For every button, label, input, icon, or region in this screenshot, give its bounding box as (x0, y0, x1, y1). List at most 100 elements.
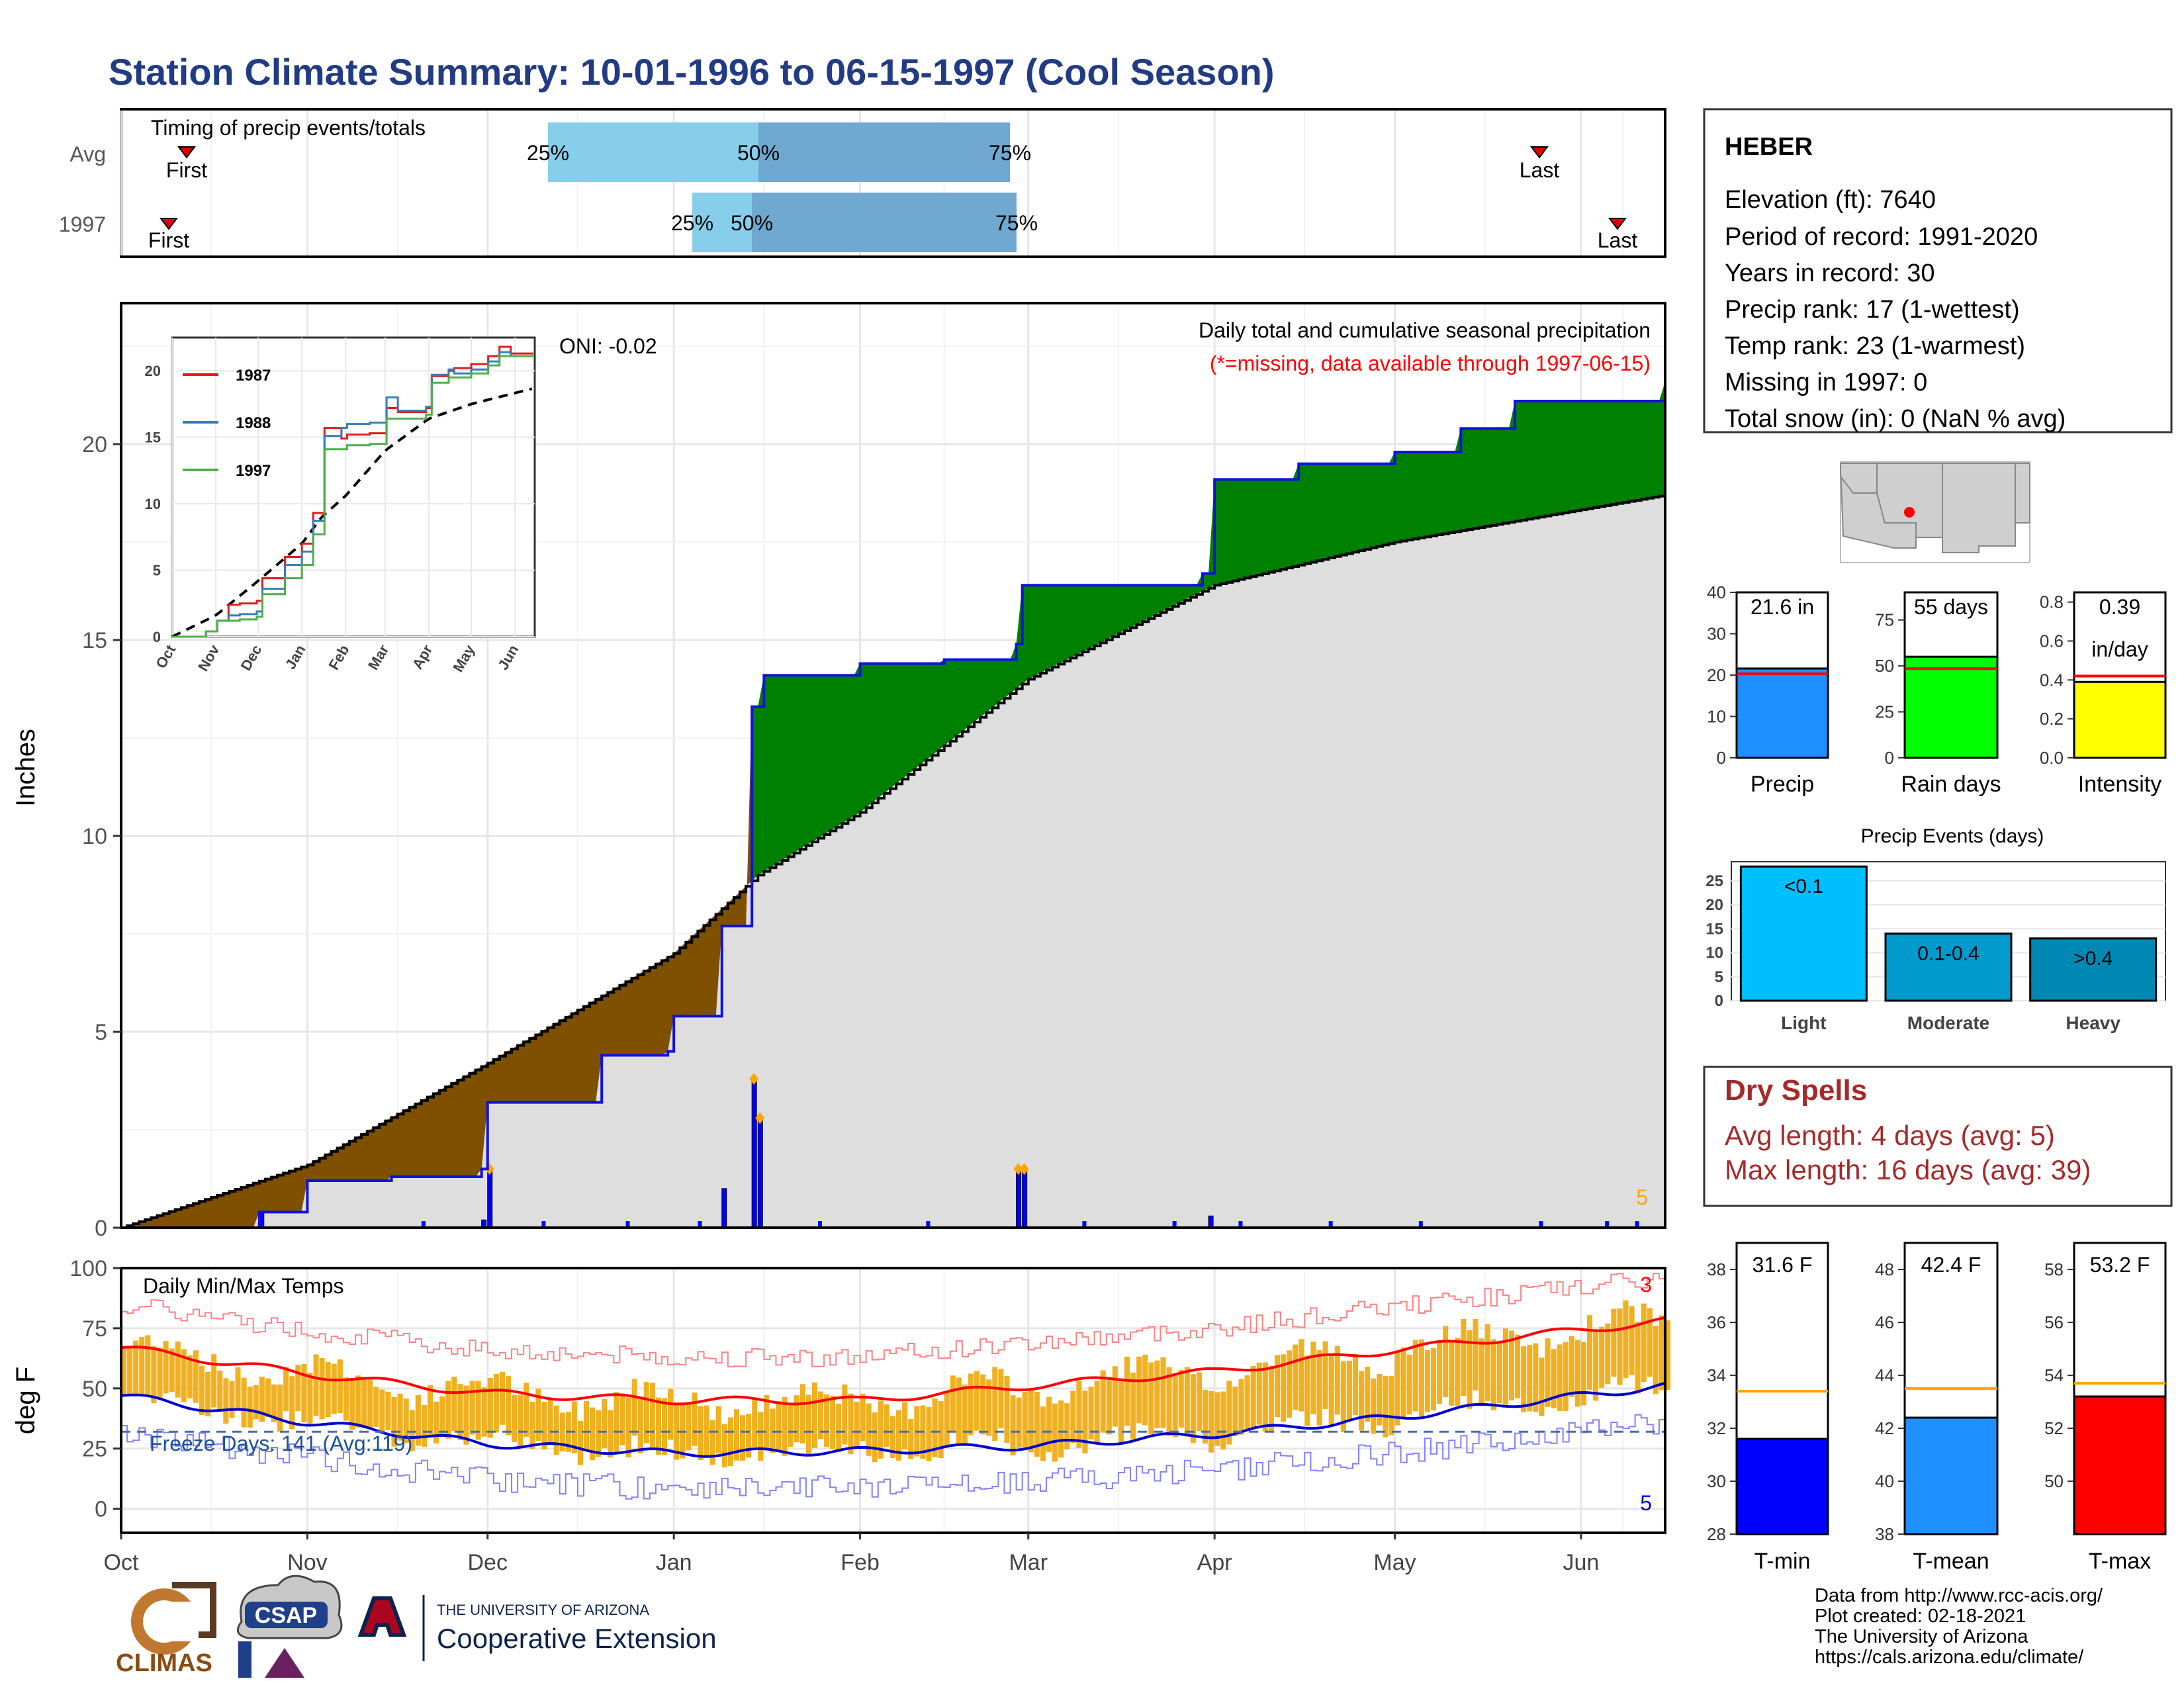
temp-summary-y-tick: 28 (1707, 1524, 1726, 1544)
daily-temp-bar (752, 1398, 758, 1447)
daily-temp-bar (1599, 1326, 1605, 1388)
month-tick-label: May (1373, 1550, 1416, 1575)
climas-logo-text: CLIMAS (116, 1649, 212, 1677)
oni-label: ONI: -0.02 (559, 334, 657, 358)
year-first-marker-icon (159, 218, 178, 230)
events-category-label: Moderate (1907, 1013, 1989, 1033)
daily-temp-bar (475, 1381, 481, 1440)
daily-temp-bar (1088, 1387, 1094, 1440)
trace-precip-bar (1238, 1221, 1243, 1228)
temp-summary-y-tick: 42 (1875, 1418, 1894, 1438)
avg-cumulative-area (121, 495, 1665, 1228)
precip-y-tick: 15 (82, 628, 107, 653)
timing-panel: Timing of precip events/totals Avg 1997 … (59, 108, 1666, 258)
daily-temp-bar (337, 1359, 343, 1414)
trace-precip-bar (818, 1221, 823, 1228)
month-tick-label: Nov (287, 1550, 327, 1575)
summary-y-tick: 0 (1717, 748, 1726, 768)
daily-temp-bar (193, 1350, 199, 1403)
daily-temp-bar (175, 1341, 181, 1398)
daily-temp-bar (1064, 1403, 1070, 1449)
daily-temp-bar (631, 1379, 637, 1436)
daily-temp-bar (313, 1354, 319, 1416)
daily-temp-bar (782, 1396, 788, 1456)
daily-temp-bar (818, 1391, 824, 1440)
summary-y-tick: 50 (1875, 656, 1894, 676)
daily-temp-bar (896, 1410, 902, 1461)
summary-bar-precip: 0 10 20 30 40 21.6 in Precip (1707, 582, 1829, 797)
temp-y-tick: 0 (95, 1497, 107, 1522)
station-elevation: Elevation (ft): 7640 (1725, 186, 1936, 214)
events-bar (2029, 937, 2158, 1002)
daily-temp-bar (770, 1408, 776, 1453)
year-q25-label: 25% (671, 211, 713, 235)
daily-temp-bar (541, 1402, 547, 1450)
daily-temp-bar (223, 1378, 229, 1424)
daily-temp-bar (169, 1348, 175, 1393)
ua-small-text: THE UNIVERSITY OF ARIZONA (437, 1602, 649, 1618)
daily-temp-bar (1178, 1370, 1184, 1428)
dry-spells-title: Dry Spells (1725, 1074, 1867, 1107)
climas-logo: CLIMAS (116, 1582, 216, 1677)
daily-temp-bar (704, 1405, 709, 1457)
daily-temp-bar (259, 1377, 265, 1422)
daily-temp-bar (884, 1404, 889, 1447)
daily-temp-bar (1400, 1347, 1406, 1418)
events-bar (1884, 933, 2013, 1002)
inset-y-tick: 10 (145, 496, 161, 512)
daily-temp-bar (1455, 1338, 1461, 1406)
daily-temp-bar (253, 1385, 259, 1420)
daily-temp-bar (1563, 1342, 1569, 1411)
daily-temp-bar (962, 1385, 968, 1444)
daily-temp-bar (998, 1369, 1004, 1428)
daily-temp-bar (1166, 1367, 1172, 1436)
daily-temp-bar (1623, 1300, 1629, 1379)
daily-temp-bar (1484, 1324, 1490, 1401)
timing-title: Timing of precip events/totals (151, 116, 426, 140)
events-y-tick: 25 (1706, 872, 1723, 890)
daily-temp-bar (553, 1405, 559, 1455)
month-tick-label: Mar (1009, 1550, 1048, 1575)
daily-temp-bar (1388, 1375, 1394, 1436)
inset-legend-label: 1987 (236, 367, 271, 385)
precip-events-chart: Precip Events (days) 0 5 10 15 20 25 <0.1 Light 0… (1706, 825, 2166, 1033)
daily-temp-bar (1190, 1374, 1196, 1443)
daily-temp-bar (746, 1414, 752, 1458)
daily-temp-bar (1418, 1339, 1424, 1417)
daily-temp-bar (157, 1348, 163, 1399)
daily-temp-bar (908, 1419, 914, 1459)
precip-y-tick: 20 (82, 432, 107, 457)
summary-bar-intensity: 0.0 0.2 0.4 0.6 0.8 0.39 in/day Intensity (2040, 591, 2167, 797)
daily-temp-bar (1346, 1360, 1352, 1420)
inset-line-1988 (172, 351, 533, 638)
events-bar-label: >0.4 (2073, 948, 2113, 970)
daily-temp-bar (824, 1394, 830, 1447)
daily-temp-bar (1022, 1391, 1028, 1449)
inset-line-1987 (172, 345, 533, 638)
csap-logo-text: CSAP (255, 1603, 317, 1628)
daily-temp-bar (715, 1406, 721, 1454)
daily-temp-bar (1034, 1391, 1040, 1457)
daily-temp-bar (926, 1406, 932, 1461)
daily-temp-bar (842, 1384, 848, 1445)
daily-temp-bar (373, 1387, 379, 1427)
daily-temp-bar (854, 1401, 860, 1449)
daily-temp-bar (1070, 1391, 1076, 1443)
daily-temp-bar (878, 1400, 884, 1459)
trace-precip-bar (1605, 1221, 1610, 1228)
precip-panel-title: Daily total and cumulative seasonal prec… (1199, 318, 1651, 342)
daily-precip-bar (1016, 1168, 1022, 1228)
inset-y-tick: 20 (145, 363, 161, 379)
daily-temp-bar (361, 1377, 367, 1429)
daily-temp-bar (643, 1382, 649, 1443)
daily-temp-bar (830, 1395, 836, 1449)
trace-precip-bar (1539, 1221, 1543, 1228)
daily-temp-bar (295, 1365, 301, 1412)
daily-temp-bar (499, 1371, 505, 1425)
daily-temp-bar (1046, 1396, 1052, 1453)
month-axis: Oct Nov Dec Jan Feb Mar Apr May Jun (104, 1533, 1599, 1575)
daily-temp-bar (181, 1349, 187, 1402)
timing-row-avg-label: Avg (69, 142, 106, 166)
daily-temp-bar (668, 1389, 674, 1440)
